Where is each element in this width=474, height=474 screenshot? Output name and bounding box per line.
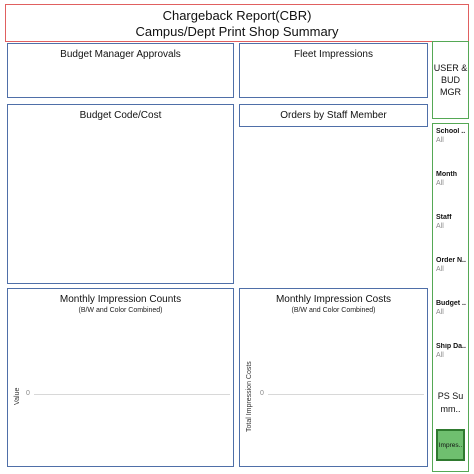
filter-label: Ship Da.. — [436, 343, 466, 350]
monthly-impression-costs-panel: Monthly Impression Costs (B/W and Color … — [239, 288, 428, 467]
filter-ship-date[interactable]: Ship Da.. All — [436, 343, 466, 359]
filter-label: School .. — [436, 128, 466, 135]
panel-title: Budget Code/Cost — [79, 110, 162, 121]
panel-title: Orders by Staff Member — [280, 110, 387, 121]
panel-subtitle: (B/W and Color Combined) — [291, 307, 376, 314]
filter-label: Budget .. — [436, 300, 466, 307]
report-title: Chargeback Report(CBR) — [162, 8, 312, 23]
zero-gridline — [34, 394, 230, 395]
panel-title: Monthly Impression Costs — [275, 294, 392, 305]
y-axis-zero-tick: 0 — [26, 390, 30, 397]
filter-month[interactable]: Month All — [436, 171, 466, 187]
report-title-box: Chargeback Report(CBR) Campus/Dept Print… — [5, 4, 469, 42]
zero-gridline — [268, 394, 424, 395]
filter-staff[interactable]: Staff All — [436, 214, 466, 230]
filters-column: School .. All Month All Staff All Order … — [432, 123, 469, 472]
impressions-label: Impres.. — [438, 441, 463, 449]
budget-manager-approvals-panel: Budget Manager Approvals — [7, 43, 234, 98]
filter-value: All — [436, 352, 444, 359]
filter-budget[interactable]: Budget .. All — [436, 300, 466, 316]
impressions-button[interactable]: Impres.. — [436, 429, 465, 461]
filter-value: All — [436, 137, 444, 144]
fleet-impressions-panel: Fleet Impressions — [239, 43, 428, 98]
panel-title: Monthly Impression Counts — [59, 294, 182, 305]
user-budget-manager-label: USER & BUD MGR — [433, 63, 468, 97]
filter-school[interactable]: School .. All — [436, 128, 466, 144]
user-budget-manager-button[interactable]: USER & BUD MGR — [432, 41, 469, 119]
report-subtitle: Campus/Dept Print Shop Summary — [135, 24, 339, 39]
monthly-impression-counts-panel: Monthly Impression Counts (B/W and Color… — [7, 288, 234, 467]
ps-summary-button[interactable]: PS Su mm.. — [435, 390, 466, 416]
filter-value: All — [436, 309, 444, 316]
orders-by-staff-panel: Orders by Staff Member — [239, 104, 428, 127]
filter-label: Order N.. — [436, 257, 466, 264]
budget-code-cost-panel: Budget Code/Cost — [7, 104, 234, 284]
panel-title: Budget Manager Approvals — [60, 49, 181, 60]
panel-subtitle: (B/W and Color Combined) — [78, 307, 163, 314]
filter-value: All — [436, 223, 444, 230]
filter-order-number[interactable]: Order N.. All — [436, 257, 466, 273]
filter-value: All — [436, 180, 444, 187]
filter-label: Staff — [436, 214, 452, 221]
filter-label: Month — [436, 171, 457, 178]
panel-title: Fleet Impressions — [294, 49, 373, 60]
y-axis-label: Value — [14, 387, 21, 405]
y-axis-zero-tick: 0 — [260, 390, 264, 397]
filter-value: All — [436, 266, 444, 273]
y-axis-label: Total Impression Costs — [246, 361, 253, 432]
ps-summary-label: PS Su mm.. — [437, 391, 464, 414]
